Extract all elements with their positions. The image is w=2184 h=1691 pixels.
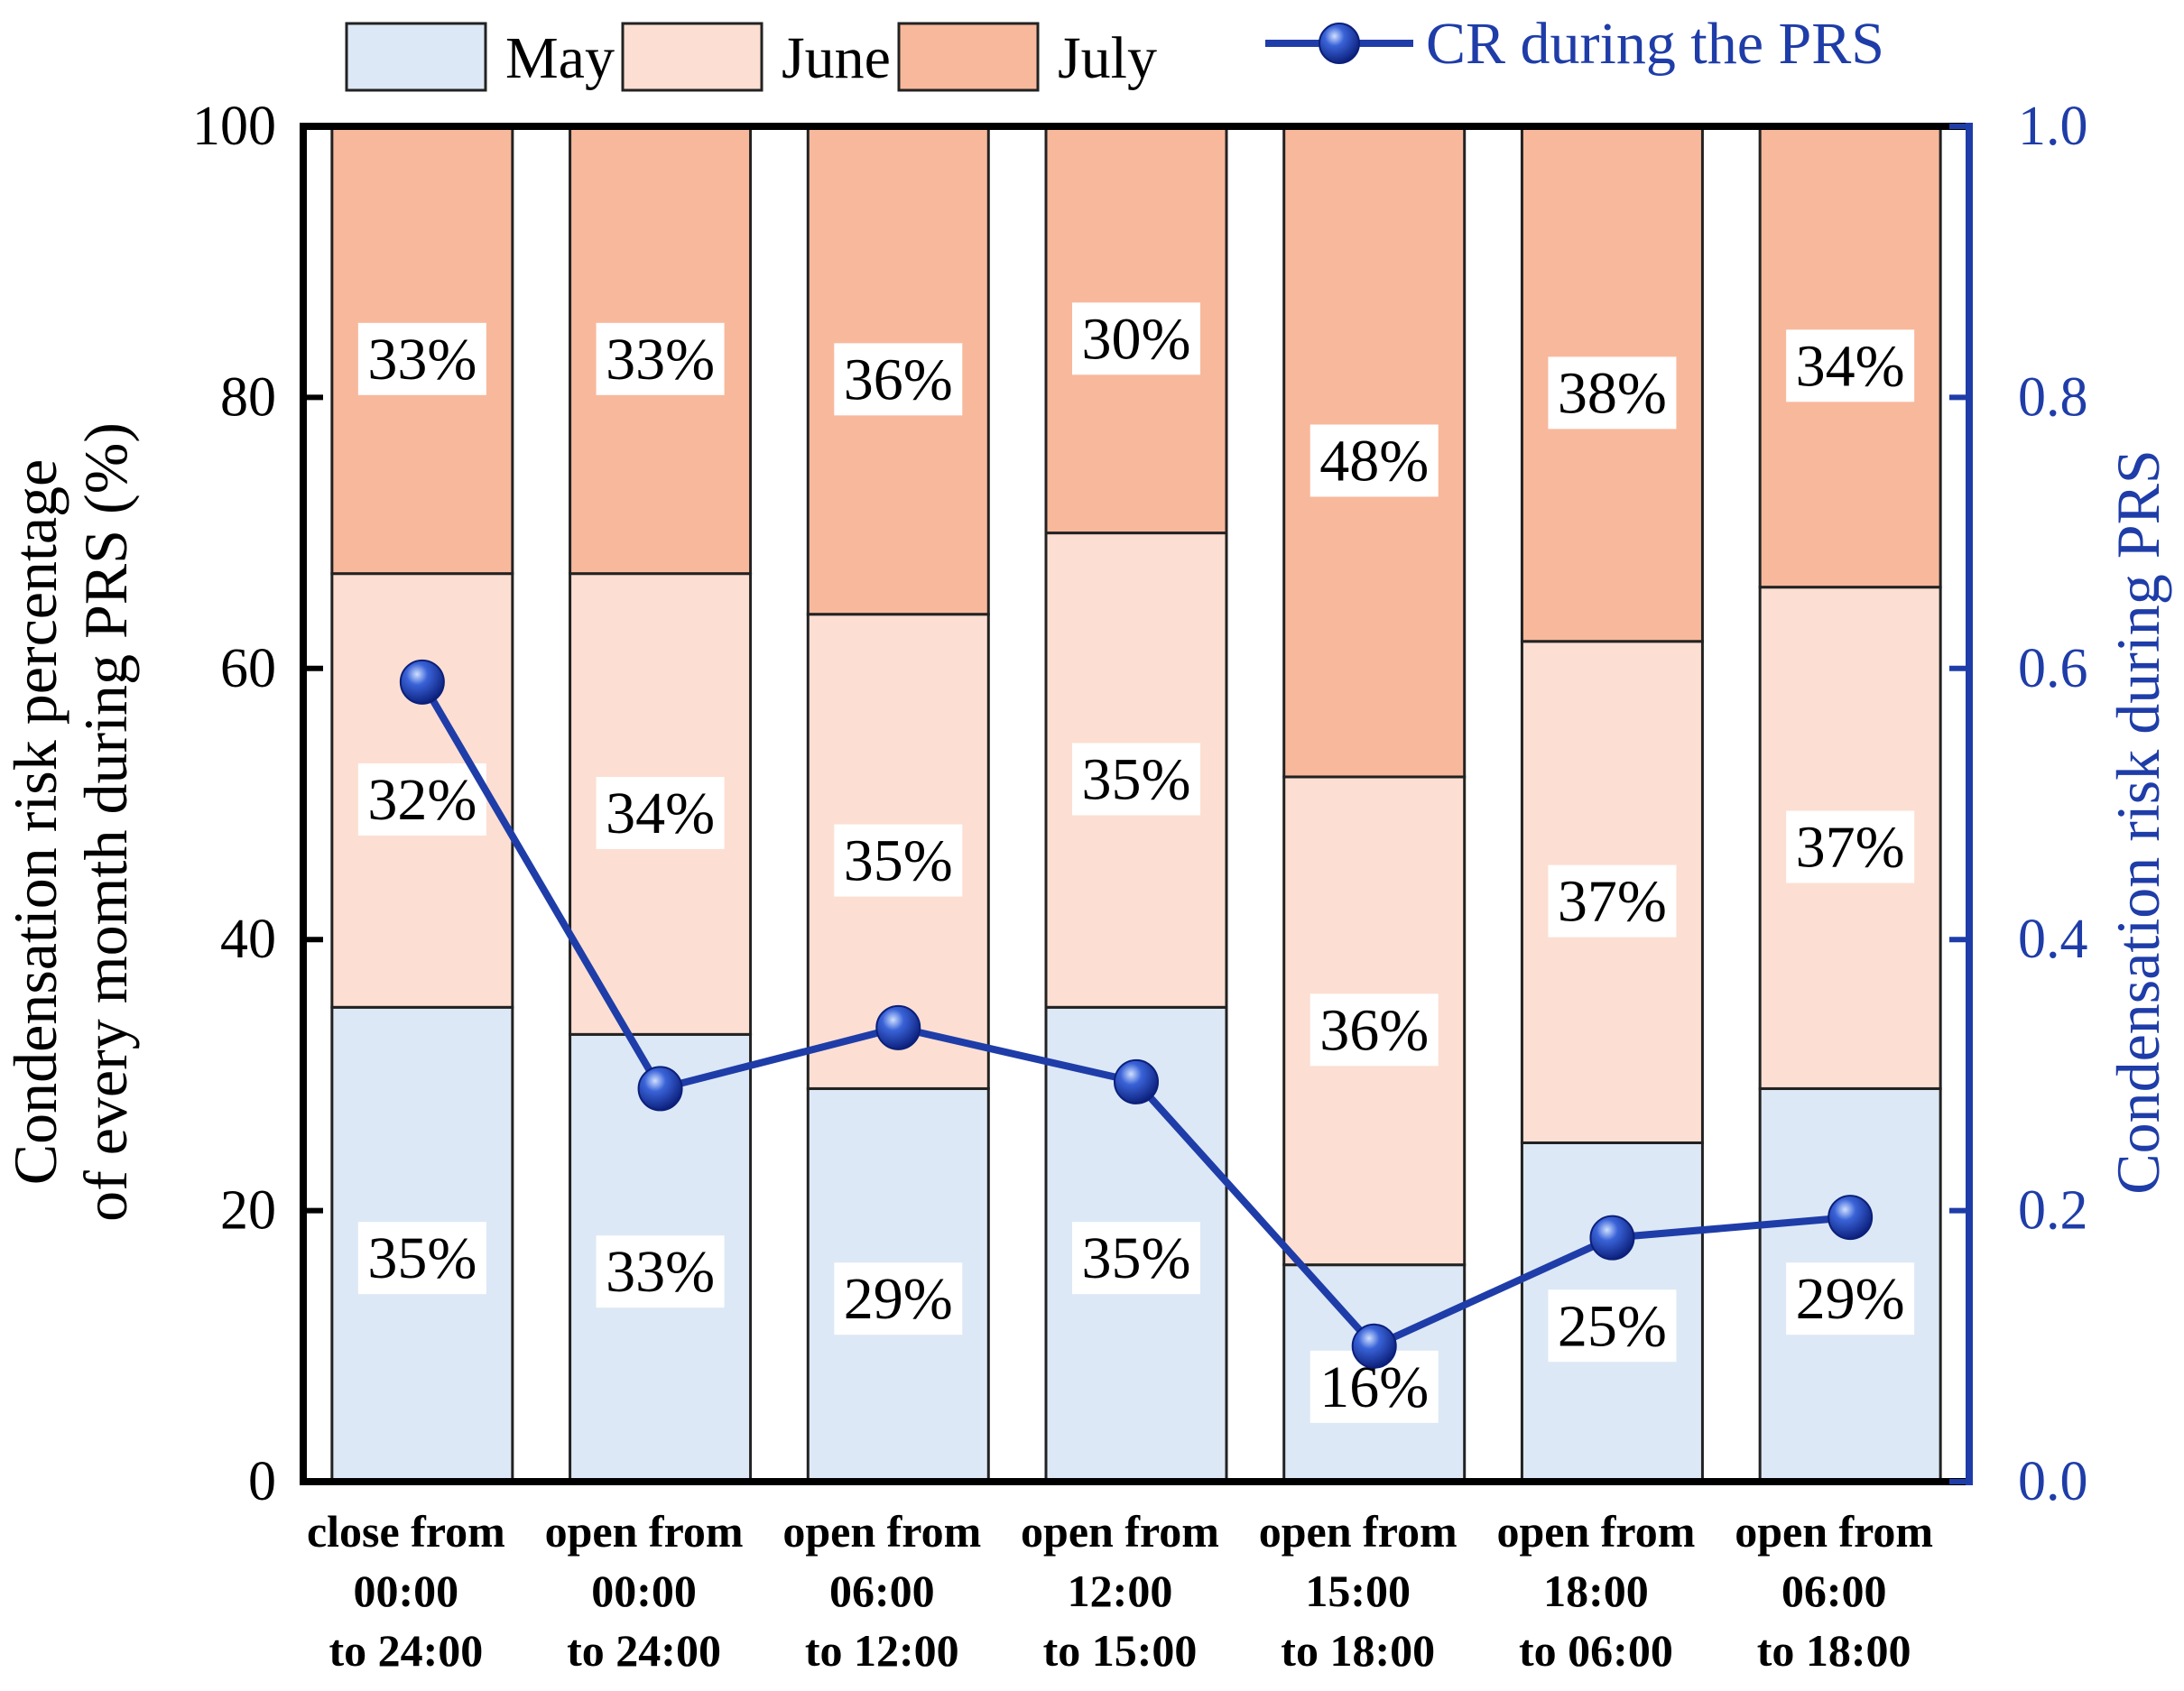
bar-label-june-4: 35% [1082, 746, 1191, 812]
right-tick-label: 1.0 [2018, 96, 2088, 157]
bar-label-may-1: 35% [367, 1225, 477, 1291]
legend-june-label: June [782, 25, 891, 91]
legend-july-swatch [897, 22, 1040, 92]
bar-label-may-2: 33% [606, 1239, 715, 1305]
axes-layer: 0 20 40 60 80 100 0.0 0.2 0.4 0.6 0.8 1.0 close from… [1, 96, 2172, 1676]
right-axis-title: Condensation risk during PRS [2104, 449, 2172, 1195]
bar-label-bg-june-1 [357, 762, 486, 836]
category-label-1-line-2: 00:00 [354, 1566, 459, 1616]
category-label-7-line-2: 06:00 [1781, 1566, 1887, 1616]
bar-label-july-6: 38% [1558, 360, 1667, 426]
left-axis-title-line-1: Condensation risk percentage [1, 459, 69, 1185]
bar-label-june-7: 37% [1796, 815, 1905, 881]
bar-label-bg-july-3 [834, 343, 963, 416]
category-label-4-line-3: to 15:00 [1043, 1625, 1198, 1676]
bar-label-july-5: 48% [1319, 428, 1429, 494]
bar-label-july-4: 30% [1082, 306, 1191, 372]
cr-line-layer [399, 659, 1874, 1369]
bar-label-bg-june-2 [596, 777, 725, 849]
bar-label-bg-may-4 [1072, 1222, 1200, 1295]
category-label-4-line-2: 12:00 [1068, 1566, 1173, 1616]
category-label-2-line-1: open from [545, 1506, 744, 1557]
bar-label-bg-july-5 [1309, 424, 1439, 497]
right-tick-label: 0.2 [2018, 1180, 2088, 1242]
category-label-2-line-3: to 24:00 [567, 1625, 721, 1676]
category-label-4-line-1: open from [1021, 1506, 1219, 1557]
bar-label-june-2: 34% [606, 781, 715, 846]
cr-point-1 [399, 659, 445, 705]
bar-label-bg-june-5 [1309, 993, 1439, 1067]
right-tick-label: 0.6 [2018, 638, 2088, 699]
category-label-7-line-1: open from [1735, 1506, 1933, 1557]
bar-label-bg-july-4 [1072, 302, 1200, 375]
bar-label-may-6: 25% [1558, 1293, 1667, 1359]
bar-label-may-7: 29% [1796, 1266, 1905, 1332]
category-label-3-line-1: open from [782, 1506, 981, 1557]
left-axis-title-line-2: of every momth during PRS (%) [71, 422, 140, 1222]
bar-label-bg-june-3 [834, 824, 963, 897]
left-tick-label: 40 [220, 909, 276, 970]
cr-point-5 [1351, 1323, 1397, 1369]
cr-point-3 [875, 1004, 921, 1050]
category-label-5-line-3: to 18:00 [1281, 1625, 1435, 1676]
legend: May June July CR during the PRS [345, 11, 1884, 92]
bar-label-bg-may-2 [596, 1235, 725, 1308]
bar-labels-layer: 35%32%33%33%34%33%29%35%36%35%35%30%16%3… [357, 302, 1915, 1423]
legend-cr-label: CR during the PRS [1426, 11, 1884, 77]
category-label-1-line-3: to 24:00 [329, 1625, 483, 1676]
bar-label-bg-june-6 [1548, 864, 1677, 938]
category-label-2-line-2: 00:00 [591, 1566, 697, 1616]
bar-label-bg-july-6 [1548, 356, 1677, 430]
bar-label-june-5: 36% [1319, 997, 1429, 1063]
category-label-6-line-1: open from [1496, 1506, 1695, 1557]
bar-label-bg-may-3 [834, 1262, 963, 1335]
bar-label-bg-july-2 [596, 322, 725, 395]
bar-label-july-3: 36% [844, 347, 953, 412]
left-tick-label: 100 [192, 96, 276, 157]
legend-may-swatch [345, 22, 487, 92]
category-label-3-line-3: to 12:00 [805, 1625, 959, 1676]
right-tick-label: 0.0 [2018, 1451, 2088, 1512]
bar-label-bg-june-7 [1786, 810, 1915, 883]
bar-label-june-3: 35% [844, 828, 953, 894]
category-label-3-line-2: 06:00 [829, 1566, 935, 1616]
bar-label-july-7: 34% [1796, 333, 1905, 399]
bar-label-bg-july-7 [1786, 329, 1915, 402]
bar-label-july-2: 33% [606, 327, 715, 393]
bar-label-bg-june-4 [1072, 743, 1200, 816]
left-tick-label: 60 [220, 638, 276, 699]
cr-point-4 [1114, 1058, 1159, 1104]
legend-may-label: May [505, 25, 615, 91]
bar-label-bg-may-1 [357, 1222, 486, 1295]
bar-label-june-6: 37% [1558, 869, 1667, 935]
category-label-5-line-1: open from [1259, 1506, 1458, 1557]
bar-label-july-1: 33% [367, 327, 477, 393]
cr-point-2 [637, 1066, 683, 1112]
category-label-7-line-3: to 18:00 [1757, 1625, 1911, 1676]
bar-label-bg-july-1 [357, 322, 486, 395]
bar-label-bg-may-7 [1786, 1262, 1915, 1335]
legend-june-swatch [621, 22, 763, 92]
category-label-6-line-3: to 06:00 [1519, 1625, 1673, 1676]
left-tick-label: 0 [248, 1451, 276, 1512]
cr-point-6 [1589, 1215, 1635, 1261]
right-tick-label: 0.8 [2018, 366, 2088, 428]
legend-july-label: July [1058, 25, 1157, 91]
right-tick-label: 0.4 [2018, 909, 2088, 970]
category-label-1-line-1: close from [307, 1506, 505, 1557]
left-tick-label: 80 [220, 366, 276, 428]
bar-label-may-4: 35% [1082, 1225, 1191, 1291]
bar-label-june-1: 32% [367, 767, 477, 833]
cr-point-7 [1828, 1195, 1874, 1241]
bar-label-bg-may-6 [1548, 1289, 1677, 1363]
legend-cr-marker [1319, 23, 1360, 64]
category-label-6-line-2: 18:00 [1543, 1566, 1649, 1616]
bar-label-may-3: 29% [844, 1266, 953, 1332]
left-tick-label: 20 [220, 1180, 276, 1242]
category-label-5-line-2: 15:00 [1305, 1566, 1411, 1616]
